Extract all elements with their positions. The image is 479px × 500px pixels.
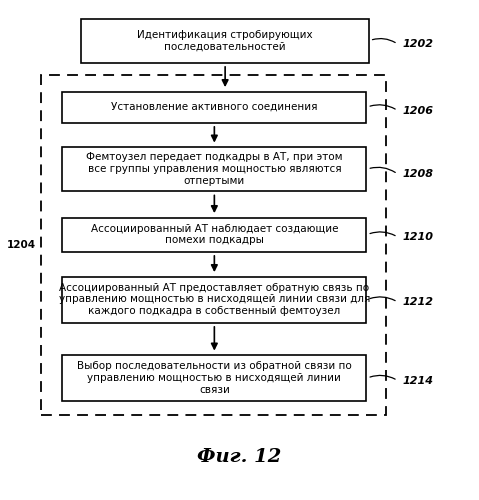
Text: Идентификация стробирующих
последовательностей: Идентификация стробирующих последователь…: [137, 30, 313, 52]
Bar: [62, 147, 366, 191]
Text: 1208: 1208: [402, 169, 433, 179]
Bar: [62, 92, 366, 122]
Bar: [81, 18, 369, 62]
Bar: [41, 75, 386, 415]
Text: Выбор последовательности из обратной связи по
управлению мощностью в нисходящей : Выбор последовательности из обратной свя…: [77, 362, 352, 394]
Bar: [62, 218, 366, 252]
Text: 1214: 1214: [402, 376, 433, 386]
Text: 1212: 1212: [402, 297, 433, 307]
Text: Фемтоузел передает подкадры в АТ, при этом
все группы управления мощностью являю: Фемтоузел передает подкадры в АТ, при эт…: [86, 152, 342, 186]
Bar: [62, 276, 366, 322]
Text: Фиг. 12: Фиг. 12: [197, 448, 282, 466]
Text: 1204: 1204: [7, 240, 36, 250]
Bar: [62, 355, 366, 401]
Text: Ассоциированный АТ наблюдает создающие
помехи подкадры: Ассоциированный АТ наблюдает создающие п…: [91, 224, 338, 246]
Text: Установление активного соединения: Установление активного соединения: [111, 102, 318, 112]
Text: 1206: 1206: [402, 106, 433, 116]
Text: Ассоциированный АТ предоставляет обратную связь по
управлению мощностью в нисход: Ассоциированный АТ предоставляет обратну…: [58, 283, 370, 316]
Text: 1210: 1210: [402, 232, 433, 242]
Text: 1202: 1202: [402, 39, 433, 49]
